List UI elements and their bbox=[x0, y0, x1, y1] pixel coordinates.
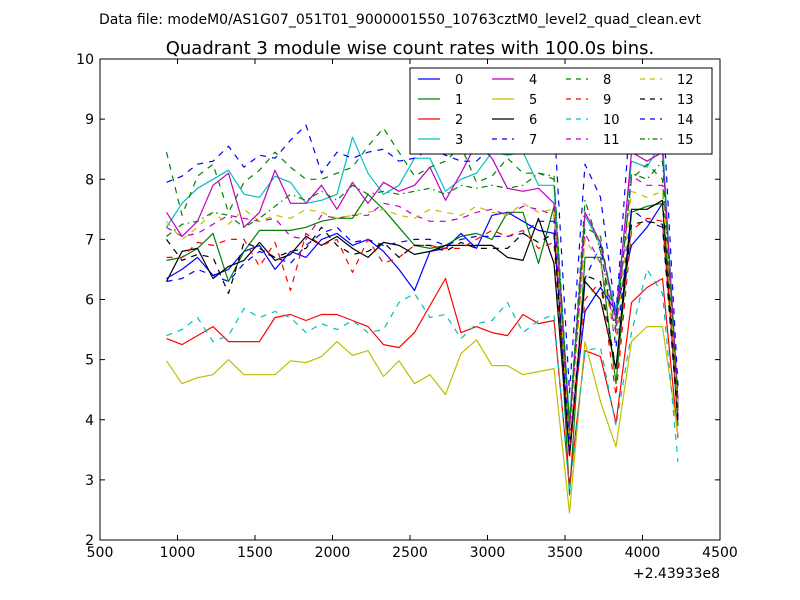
x-tick-label: 4500 bbox=[702, 545, 738, 561]
x-tick-label: 4000 bbox=[625, 545, 661, 561]
legend-entry-2: 2 bbox=[418, 113, 463, 128]
legend-label: 14 bbox=[677, 113, 694, 128]
x-offset-label: +2.43933e8 bbox=[633, 566, 720, 582]
legend-label: 10 bbox=[603, 113, 620, 128]
y-tick-label: 6 bbox=[85, 293, 94, 309]
suptitle: Data file: modeM0/AS1G07_051T01_90000015… bbox=[99, 12, 701, 28]
legend-label: 6 bbox=[529, 113, 537, 128]
series-line-4 bbox=[165, 142, 679, 430]
legend-entry-10: 10 bbox=[566, 113, 620, 128]
chart-title: Quadrant 3 module wise count rates with … bbox=[166, 38, 655, 59]
series-line-0 bbox=[166, 202, 679, 445]
series-line-10 bbox=[166, 268, 679, 493]
series-line-11 bbox=[166, 175, 679, 439]
legend-label: 7 bbox=[529, 133, 537, 148]
legend-entry-3: 3 bbox=[418, 133, 463, 148]
series-line-13 bbox=[166, 220, 679, 457]
legend-entry-4: 4 bbox=[492, 73, 537, 88]
legend-label: 11 bbox=[603, 133, 620, 148]
series-line-1 bbox=[166, 193, 679, 496]
series-line-9 bbox=[166, 217, 679, 460]
y-tick-label: 8 bbox=[85, 172, 94, 188]
legend-entry-8: 8 bbox=[566, 73, 611, 88]
legend-label: 3 bbox=[455, 133, 463, 148]
y-tick-label: 3 bbox=[85, 473, 94, 489]
x-tick-label: 2000 bbox=[315, 545, 351, 561]
legend-label: 9 bbox=[603, 93, 611, 108]
legend-entry-7: 7 bbox=[492, 133, 537, 148]
x-tick-label: 1000 bbox=[160, 545, 196, 561]
x-tick-label: 3000 bbox=[470, 545, 506, 561]
legend-entry-14: 14 bbox=[640, 113, 694, 128]
legend-entry-5: 5 bbox=[492, 93, 537, 108]
y-tick-label: 2 bbox=[85, 533, 94, 549]
y-tick-label: 10 bbox=[76, 52, 94, 68]
series-line-7 bbox=[166, 208, 679, 454]
legend-label: 15 bbox=[677, 133, 694, 148]
y-tick-label: 7 bbox=[85, 232, 94, 248]
legend-label: 4 bbox=[529, 73, 537, 88]
legend-entry-9: 9 bbox=[566, 93, 611, 108]
x-tick-label: 2500 bbox=[392, 545, 428, 561]
legend-label: 0 bbox=[455, 73, 463, 88]
series-line-8 bbox=[165, 127, 679, 427]
legend-entry-15: 15 bbox=[640, 133, 694, 148]
legend-label: 1 bbox=[455, 93, 463, 108]
legend-entry-12: 12 bbox=[640, 73, 694, 88]
legend-label: 8 bbox=[603, 73, 611, 88]
legend-label: 12 bbox=[677, 73, 694, 88]
legend-entry-11: 11 bbox=[566, 133, 620, 148]
plot-lines bbox=[165, 97, 679, 514]
series-line-15 bbox=[166, 160, 679, 427]
x-tick-label: 1500 bbox=[237, 545, 273, 561]
y-tick-label: 5 bbox=[85, 353, 94, 369]
legend-label: 13 bbox=[677, 93, 694, 108]
x-tick-label: 500 bbox=[87, 545, 114, 561]
y-tick-label: 9 bbox=[85, 112, 94, 128]
legend-entry-0: 0 bbox=[418, 73, 463, 88]
x-tick-label: 3500 bbox=[547, 545, 583, 561]
series-line-12 bbox=[166, 190, 679, 445]
series-line-2 bbox=[166, 277, 679, 487]
x-axis: 500 1000 1500 2000 2500 3000 3500 4000 4500 bbox=[87, 59, 738, 561]
legend-label: 2 bbox=[455, 113, 463, 128]
y-tick-label: 4 bbox=[85, 413, 94, 429]
series-line-5 bbox=[166, 326, 679, 514]
legend-entry-13: 13 bbox=[640, 93, 694, 108]
series-line-3 bbox=[165, 136, 679, 421]
legend-entry-6: 6 bbox=[492, 113, 537, 128]
legend-label: 5 bbox=[529, 93, 537, 108]
legend-frame bbox=[409, 67, 713, 155]
legend-entry-1: 1 bbox=[418, 93, 463, 108]
